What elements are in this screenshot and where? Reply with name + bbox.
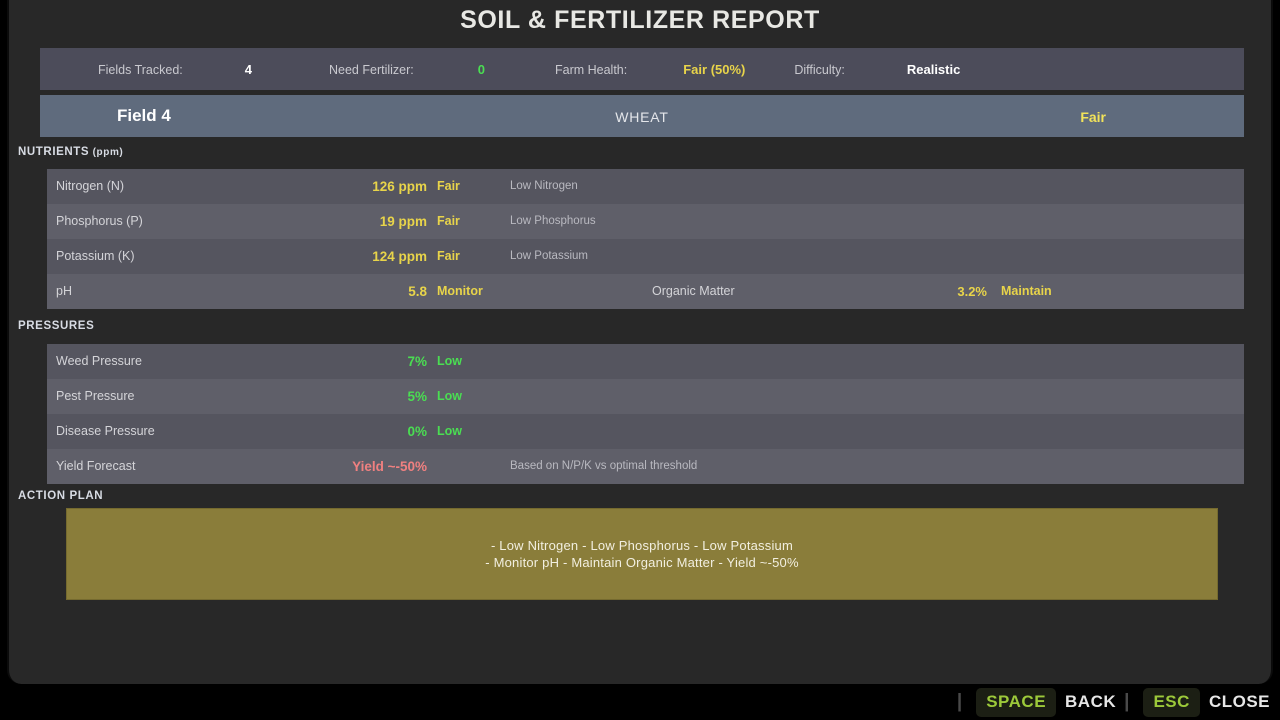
nutrient-note: Low Potassium	[510, 250, 588, 262]
section-heading-pressures-text: PRESSURES	[18, 320, 95, 332]
nutrients-table: Nitrogen (N) 126 ppm Fair Low Nitrogen P…	[40, 169, 1244, 309]
action-plan-line-2: - Monitor pH - Maintain Organic Matter -…	[485, 555, 799, 570]
pressure-value: 5%	[407, 389, 427, 404]
organic-matter-label: Organic Matter	[652, 284, 735, 298]
summary-fields-tracked: Fields Tracked: 4	[98, 62, 252, 77]
yield-forecast-name: Yield Forecast	[56, 459, 136, 473]
summary-difficulty-value: Realistic	[906, 61, 961, 77]
key-space[interactable]: SPACE	[976, 687, 1057, 717]
hint-space-back[interactable]: SPACE BACK	[976, 687, 1117, 717]
section-heading-pressures: PRESSURES	[18, 320, 94, 332]
section-heading-action-plan-text: ACTION PLAN	[18, 490, 104, 502]
table-row: Potassium (K) 124 ppm Fair Low Potassium	[40, 239, 1244, 274]
nutrient-note: Low Phosphorus	[510, 215, 596, 227]
footer-hint-bar: | SPACE BACK | ESC CLOSE	[0, 684, 1280, 720]
hint-separator: |	[1124, 691, 1130, 712]
yield-forecast-note: Based on N/P/K vs optimal threshold	[510, 460, 698, 472]
key-space-action: BACK	[1065, 692, 1117, 711]
table-row-ph: pH 5.8 Monitor Organic Matter 3.2% Maint…	[40, 274, 1244, 309]
pressure-name: Pest Pressure	[56, 389, 135, 403]
pressure-name: Weed Pressure	[56, 354, 142, 368]
key-esc[interactable]: ESC	[1143, 687, 1200, 717]
nutrient-rating: Fair	[437, 249, 460, 263]
report-panel: SOIL & FERTILIZER REPORT Fields Tracked:…	[7, 0, 1273, 684]
pressure-rating: Low	[437, 354, 462, 368]
field-status-badge: Fair	[1080, 109, 1106, 125]
summary-farm-health-label: Farm Health:	[554, 62, 628, 77]
organic-matter-rating: Maintain	[1001, 284, 1052, 298]
field-crop-type: WHEAT	[615, 109, 669, 125]
table-row: Weed Pressure 7% Low	[40, 344, 1244, 379]
nutrient-rating: Fair	[437, 214, 460, 228]
pressure-rating: Low	[437, 389, 462, 403]
summary-bar: Fields Tracked: 4 Need Fertilizer: 0 Far…	[40, 48, 1244, 90]
summary-need-fertilizer-value: 0	[477, 61, 485, 77]
summary-need-fertilizer-label: Need Fertilizer:	[329, 62, 414, 77]
pressure-value: 7%	[407, 354, 427, 369]
action-plan-box: - Low Nitrogen - Low Phosphorus - Low Po…	[66, 508, 1218, 600]
pressure-value: 0%	[407, 424, 427, 439]
table-row: Phosphorus (P) 19 ppm Fair Low Phosphoru…	[40, 204, 1244, 239]
nutrient-note: Low Nitrogen	[510, 180, 578, 192]
hint-esc-close[interactable]: ESC CLOSE	[1143, 687, 1270, 717]
summary-fields-tracked-label: Fields Tracked:	[98, 62, 183, 77]
nutrient-name: Nitrogen (N)	[56, 179, 125, 193]
nutrient-rating: Fair	[437, 179, 460, 193]
pressure-rating: Low	[437, 424, 462, 438]
action-plan-line-1: - Low Nitrogen - Low Phosphorus - Low Po…	[490, 538, 794, 553]
table-row: Pest Pressure 5% Low	[40, 379, 1244, 414]
summary-fields-tracked-value: 4	[244, 61, 252, 77]
table-row: Nitrogen (N) 126 ppm Fair Low Nitrogen	[40, 169, 1244, 204]
nutrient-value: 124 ppm	[372, 249, 427, 264]
summary-farm-health-value: Fair (50%)	[683, 61, 746, 77]
field-header-bar: Field 4 WHEAT Fair	[40, 95, 1244, 137]
summary-difficulty: Difficulty: Realistic	[794, 62, 960, 77]
yield-forecast-value: Yield ~-50%	[352, 459, 427, 474]
field-name: Field 4	[117, 106, 171, 125]
table-row: Disease Pressure 0% Low	[40, 414, 1244, 449]
organic-matter-value: 3.2%	[957, 284, 987, 299]
page-title: SOIL & FERTILIZER REPORT	[460, 6, 820, 34]
section-heading-nutrients-unit: (ppm)	[89, 147, 124, 158]
pressure-name: Disease Pressure	[56, 424, 155, 438]
section-heading-nutrients: NUTRIENTS (ppm)	[18, 146, 123, 158]
ph-name: pH	[56, 284, 72, 298]
hint-separator: |	[956, 691, 963, 712]
summary-difficulty-label: Difficulty:	[794, 62, 845, 77]
ph-rating: Monitor	[437, 284, 483, 298]
nutrient-value: 126 ppm	[372, 179, 427, 194]
nutrient-name: Potassium (K)	[56, 249, 135, 263]
pressures-table: Weed Pressure 7% Low Pest Pressure 5% Lo…	[40, 344, 1244, 484]
summary-need-fertilizer: Need Fertilizer: 0	[329, 62, 485, 77]
key-esc-action: CLOSE	[1208, 692, 1270, 711]
table-row-yield: Yield Forecast Yield ~-50% Based on N/P/…	[40, 449, 1244, 484]
ph-value: 5.8	[408, 284, 427, 299]
section-heading-action-plan: ACTION PLAN	[18, 490, 103, 502]
summary-farm-health: Farm Health: Fair (50%)	[555, 62, 745, 77]
nutrient-name: Phosphorus (P)	[56, 214, 143, 228]
nutrient-value: 19 ppm	[379, 214, 427, 229]
section-heading-nutrients-text: NUTRIENTS	[18, 146, 90, 158]
